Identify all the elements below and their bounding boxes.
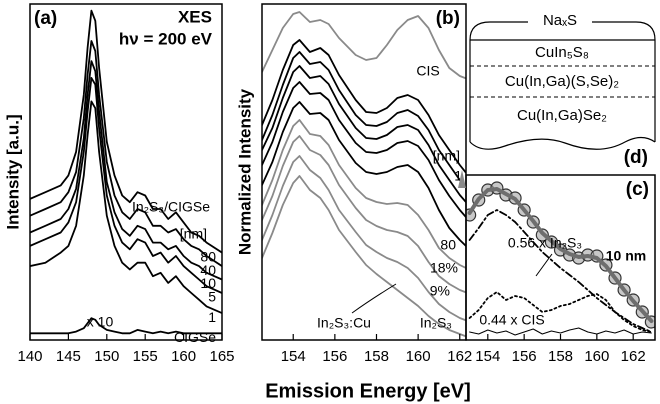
x-tick-label: 154 [475,348,500,365]
x-axis-label: Emission Energy [eV] [265,380,471,402]
series-label: 9% [430,283,450,299]
series-line [468,209,653,333]
y-axis-label: Normalized Intensity [235,88,254,255]
annotation: In₂S₃/CIGSe [132,199,210,215]
layer-diagram: NaₓS CuIn₅S₈ Cu(In,Ga)(S,Se)₂ Cu(In,Ga)S… [469,12,656,168]
x-tick-label: 145 [56,348,81,365]
leader-line [351,283,397,314]
series-line [262,65,466,204]
x-tick-label: 140 [17,348,42,365]
x-tick-label: 165 [209,348,234,365]
plot-area [30,9,222,335]
series-label: CIGSe [174,329,216,345]
series-line [262,119,466,269]
x-tick-label: 162 [621,348,646,365]
series-label: 5 [208,289,216,305]
series-line [30,60,222,281]
series-label: 10 [200,275,216,291]
x-tick-label: 154 [281,348,306,365]
series-line [262,51,466,189]
series-line [262,11,466,80]
panel-label: (c) [626,179,649,200]
series-line [30,317,222,335]
series-label: 10 nm [606,248,646,264]
annotation: hν = 200 eV [119,29,213,48]
wavy-bottom [469,136,656,150]
annotation: [nm] [433,148,460,164]
series-line [262,101,466,248]
x-tick-label: 156 [322,348,347,365]
series-label: 0.56 x In₂S₃ [508,235,582,251]
leader-line [458,170,466,188]
leader-line [535,253,553,277]
surface-bracket [469,21,528,41]
x-tick-label: 160 [406,348,431,365]
x-tick-label: 158 [364,348,389,365]
series-label: 18% [430,260,458,276]
panel-label: (d) [624,147,648,168]
annotation: [nm] [180,226,207,242]
series-line [30,9,222,254]
plot-frame [261,3,467,341]
series-line [30,100,222,314]
series-line [469,327,652,336]
panel-label: (b) [436,8,460,29]
plot-area [262,11,466,338]
x-tick-label: 158 [548,348,573,365]
x-tick-label: 160 [171,348,196,365]
series-label: 0.44 x CIS [479,312,544,328]
series-line [30,40,222,267]
x-tick-label: 156 [512,348,537,365]
series-line [262,135,466,294]
series-label: In₂S₃ [420,315,452,331]
series-label: 80 [440,237,456,253]
series-label: 40 [200,262,216,278]
series-line [467,187,654,323]
series-label: 1 [454,168,462,184]
series-label: 80 [200,248,216,264]
annotation: x 10 [87,314,114,330]
layer-label: NaₓS [543,12,577,29]
layer-label: Cu(In,Ga)(S,Se)₂ [505,73,619,90]
series-label: In₂S₃:Cu [317,315,371,331]
panel-label: (a) [34,8,57,29]
plot-area [466,181,655,336]
series-label: CIS [416,63,439,79]
series-line [262,39,466,175]
x-tick-label: 155 [133,348,158,365]
series-label: 1 [208,309,216,325]
series-line [262,81,466,219]
series-line [30,77,222,294]
annotation: XES [178,7,212,26]
layer-label: Cu(In,Ga)Se₂ [517,107,607,124]
x-tick-label: 160 [584,348,609,365]
layer-label: CuIn₅S₈ [535,44,589,61]
series-line [262,175,466,338]
series-line [468,291,653,333]
y-axis-label: Intensity [a.u.] [3,114,22,229]
surface-bracket [592,21,656,41]
x-tick-label: 162 [447,348,472,365]
plot-frame [29,3,223,341]
series-line [262,155,466,322]
x-tick-label: 150 [94,348,119,365]
